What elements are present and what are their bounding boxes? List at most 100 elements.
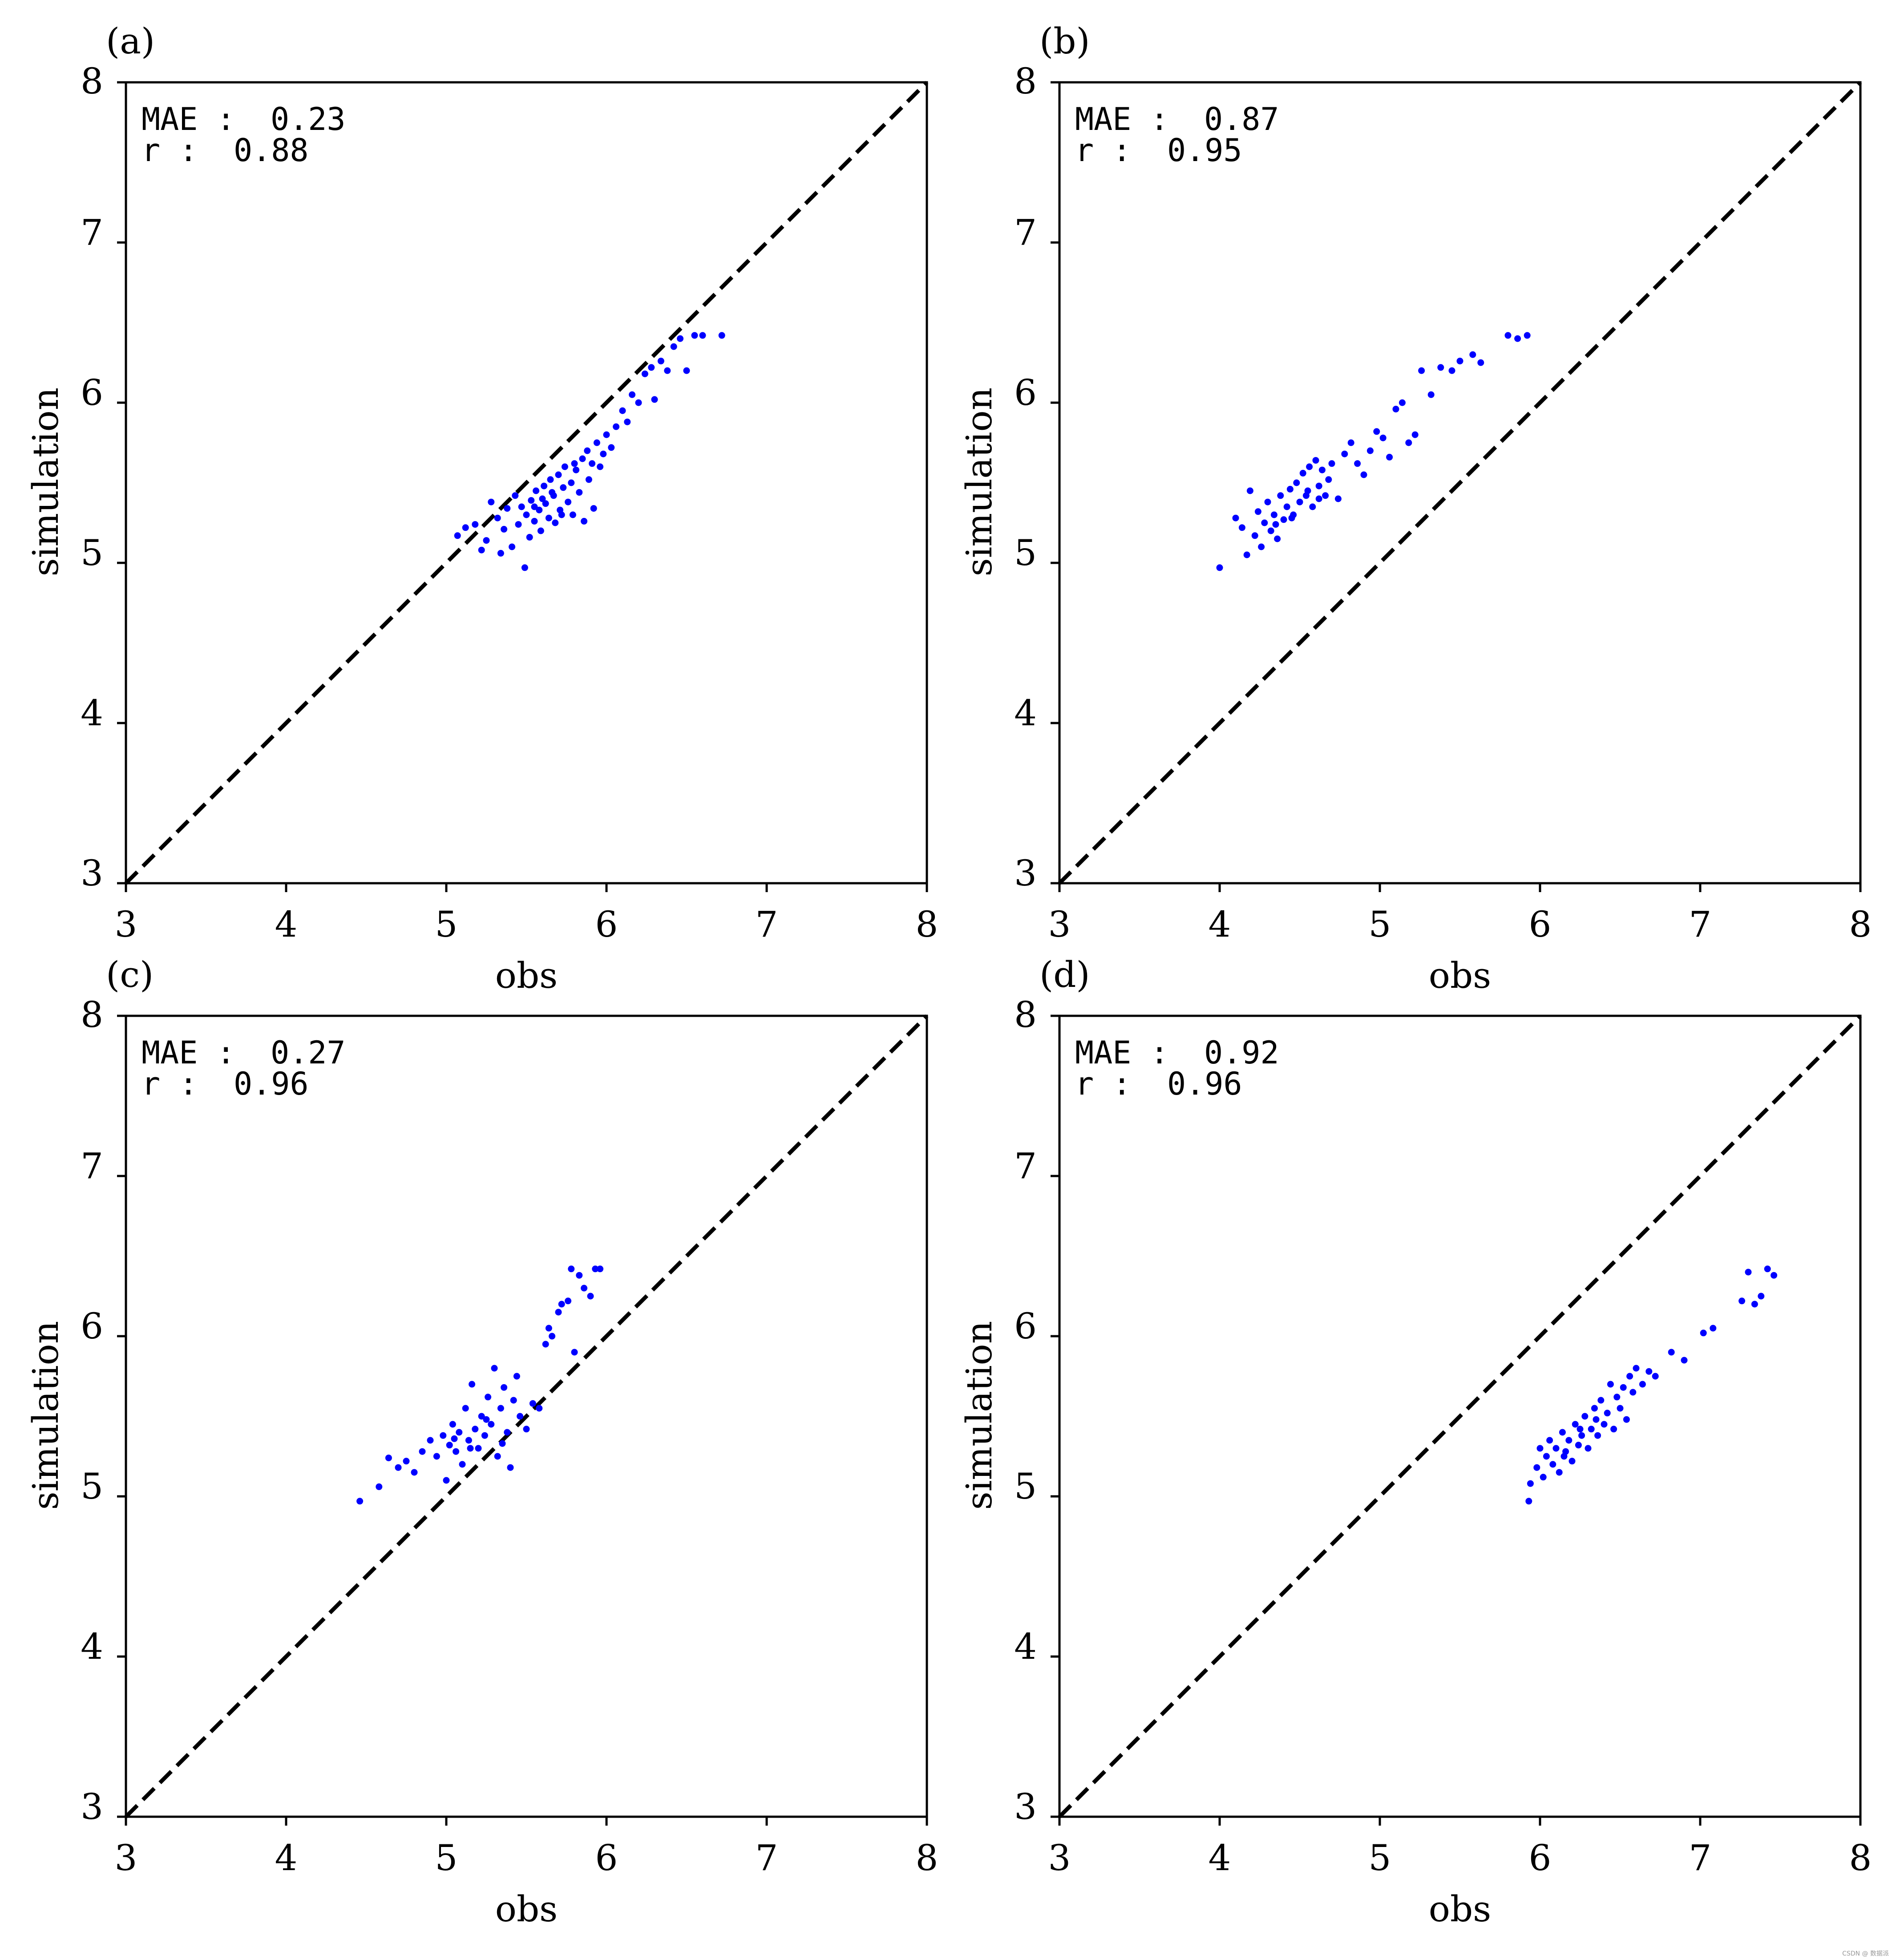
- data-point: [1299, 469, 1306, 477]
- data-point: [1668, 1349, 1675, 1356]
- y-tick-label: 3: [81, 853, 103, 894]
- y-axis-label: simulation: [958, 388, 1000, 577]
- y-tick-labels: 3 4 5 6 7 8: [1014, 61, 1037, 894]
- data-point: [1315, 482, 1322, 489]
- data-point: [1569, 1458, 1576, 1465]
- x-axis-label: obs: [1429, 955, 1491, 996]
- x-tick-label: 8: [916, 904, 938, 945]
- data-point: [552, 519, 559, 526]
- data-point: [440, 1432, 447, 1439]
- data-point: [501, 1384, 508, 1391]
- data-point: [483, 1416, 490, 1423]
- data-point: [1288, 514, 1295, 521]
- y-tick-label: 4: [81, 1626, 103, 1667]
- data-point: [1334, 495, 1342, 502]
- mae-value: 0.27: [271, 1035, 346, 1071]
- data-point: [1411, 431, 1419, 438]
- data-point: [603, 431, 610, 438]
- data-point: [518, 503, 525, 510]
- data-point: [1764, 1265, 1771, 1273]
- y-tick-label: 5: [1014, 1466, 1037, 1507]
- y-tick-label: 4: [81, 692, 103, 734]
- data-point: [613, 423, 620, 430]
- y-tick-label: 4: [1014, 1626, 1037, 1667]
- data-point: [1328, 460, 1335, 467]
- data-point: [449, 1421, 456, 1428]
- data-point: [571, 1349, 578, 1356]
- data-point: [558, 511, 565, 518]
- data-point: [517, 1413, 524, 1420]
- data-point: [1629, 1389, 1637, 1396]
- data-point: [1270, 511, 1277, 518]
- data-point: [1312, 457, 1319, 464]
- y-tick-labels: 3 4 5 6 7 8: [81, 61, 103, 894]
- panel-label: (c): [106, 954, 154, 995]
- x-axis-label: obs: [495, 955, 558, 996]
- data-point: [533, 487, 540, 494]
- data-point: [1633, 1365, 1640, 1372]
- x-tick-label: 8: [1849, 904, 1872, 945]
- data-point: [1296, 498, 1303, 505]
- data-point: [1306, 463, 1313, 470]
- data-point: [718, 332, 725, 339]
- data-point: [512, 492, 519, 499]
- data-point: [1293, 479, 1300, 486]
- data-point: [641, 370, 648, 377]
- data-point: [1738, 1297, 1746, 1305]
- x-tick-label: 5: [435, 904, 458, 945]
- data-point: [1246, 487, 1253, 494]
- data-point: [542, 500, 549, 507]
- data-point: [549, 489, 556, 496]
- y-tick-labels: 3 4 5 6 7 8: [1014, 994, 1037, 1827]
- data-point: [494, 1453, 501, 1460]
- data-point: [1575, 1442, 1582, 1449]
- data-point: [1427, 391, 1435, 398]
- r-value: 0.88: [234, 132, 309, 169]
- y-axis-label: simulation: [25, 388, 66, 577]
- data-point: [454, 532, 461, 539]
- data-point: [1477, 359, 1484, 366]
- data-point: [515, 521, 522, 528]
- data-point: [403, 1458, 410, 1465]
- identity-line: [1058, 81, 1862, 885]
- x-tick-label: 4: [1209, 904, 1231, 945]
- y-tick-label: 8: [1014, 994, 1037, 1035]
- data-point: [1604, 1410, 1611, 1417]
- x-tick-label: 4: [1209, 1837, 1231, 1879]
- data-point: [542, 1341, 549, 1348]
- data-point: [590, 505, 597, 512]
- data-point: [443, 1477, 450, 1484]
- data-point: [1418, 367, 1425, 374]
- axes-frame: [125, 81, 928, 885]
- data-point: [561, 463, 568, 470]
- data-point: [629, 391, 636, 398]
- data-point: [619, 407, 626, 414]
- data-point: [569, 511, 576, 518]
- data-point: [513, 1373, 520, 1380]
- data-point: [1437, 364, 1444, 371]
- data-point: [1309, 503, 1316, 510]
- data-point: [584, 447, 591, 454]
- panel-d: (d) 3 4 5 6 7 8 3 4 5 6 7 8 obs simulati…: [958, 954, 1872, 1930]
- data-point: [499, 1440, 506, 1447]
- data-point: [427, 1437, 434, 1444]
- x-axis-label: obs: [495, 1888, 558, 1930]
- data-point: [1652, 1373, 1659, 1380]
- data-point: [545, 514, 552, 521]
- data-point: [573, 466, 580, 473]
- data-point: [1232, 514, 1239, 521]
- panel-b: (b) 3 4 5 6 7 8 3 4 5 6 7 8 obs simulati…: [958, 20, 1872, 996]
- data-point: [1552, 1445, 1560, 1452]
- data-point: [587, 1293, 594, 1300]
- r-label: r :: [141, 132, 198, 169]
- r-value: 0.96: [1167, 1066, 1242, 1102]
- data-point: [1325, 476, 1332, 483]
- data-point: [581, 1285, 588, 1292]
- data-point: [1322, 492, 1329, 499]
- y-tick-labels: 3 4 5 6 7 8: [81, 994, 103, 1827]
- data-point: [1536, 1445, 1544, 1452]
- plot-area: [117, 1014, 929, 1826]
- watermark: CSDN @ 数据派: [1842, 1950, 1889, 1957]
- x-tick-label: 3: [1048, 904, 1071, 945]
- data-point: [475, 1445, 482, 1452]
